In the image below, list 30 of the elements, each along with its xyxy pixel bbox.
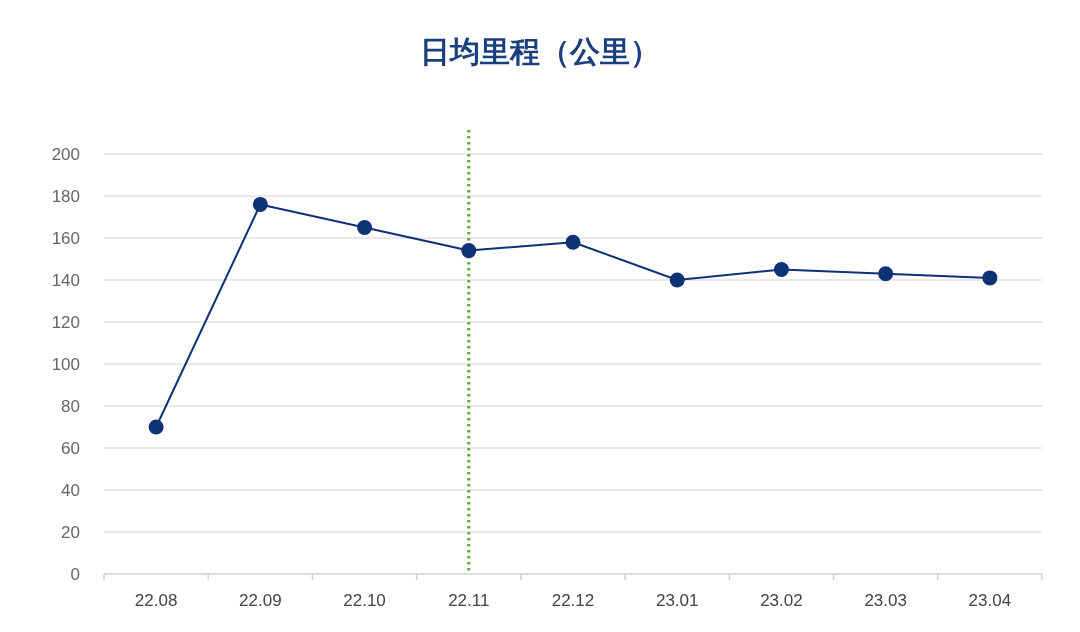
- x-tick-label: 23.04: [968, 591, 1012, 610]
- y-tick-label: 100: [51, 355, 80, 374]
- point: [773, 262, 789, 277]
- point: [565, 234, 581, 250]
- point: [878, 266, 894, 282]
- point: [148, 419, 164, 435]
- y-tick-label: 40: [61, 481, 80, 500]
- point: [982, 270, 998, 286]
- chart-title: 日均里程（公里）: [420, 35, 660, 68]
- x-tick-label: 22.09: [239, 591, 282, 610]
- point: [669, 272, 685, 288]
- y-tick-label: 60: [61, 439, 80, 458]
- y-tick-label: 0: [70, 565, 80, 584]
- point: [461, 243, 477, 259]
- x-tick-label: 23.03: [864, 591, 907, 610]
- x-tick-label: 22.12: [551, 591, 595, 610]
- x-tick-label: 22.08: [134, 591, 178, 610]
- y-tick-label: 160: [51, 229, 80, 248]
- y-tick-label: 120: [51, 313, 80, 332]
- y-tick-label: 20: [61, 523, 80, 542]
- y-tick-label: 140: [51, 271, 80, 290]
- point: [357, 220, 373, 235]
- x-tick-label: 22.11: [448, 591, 490, 610]
- x-tick-label: 22.10: [343, 591, 386, 610]
- y-tick-label: 80: [61, 397, 80, 416]
- x-tick-label: 23.01: [655, 591, 699, 610]
- y-tick-label: 180: [51, 187, 80, 206]
- point: [252, 196, 268, 212]
- x-tick-label: 23.02: [760, 591, 803, 610]
- y-tick-label: 200: [51, 145, 80, 164]
